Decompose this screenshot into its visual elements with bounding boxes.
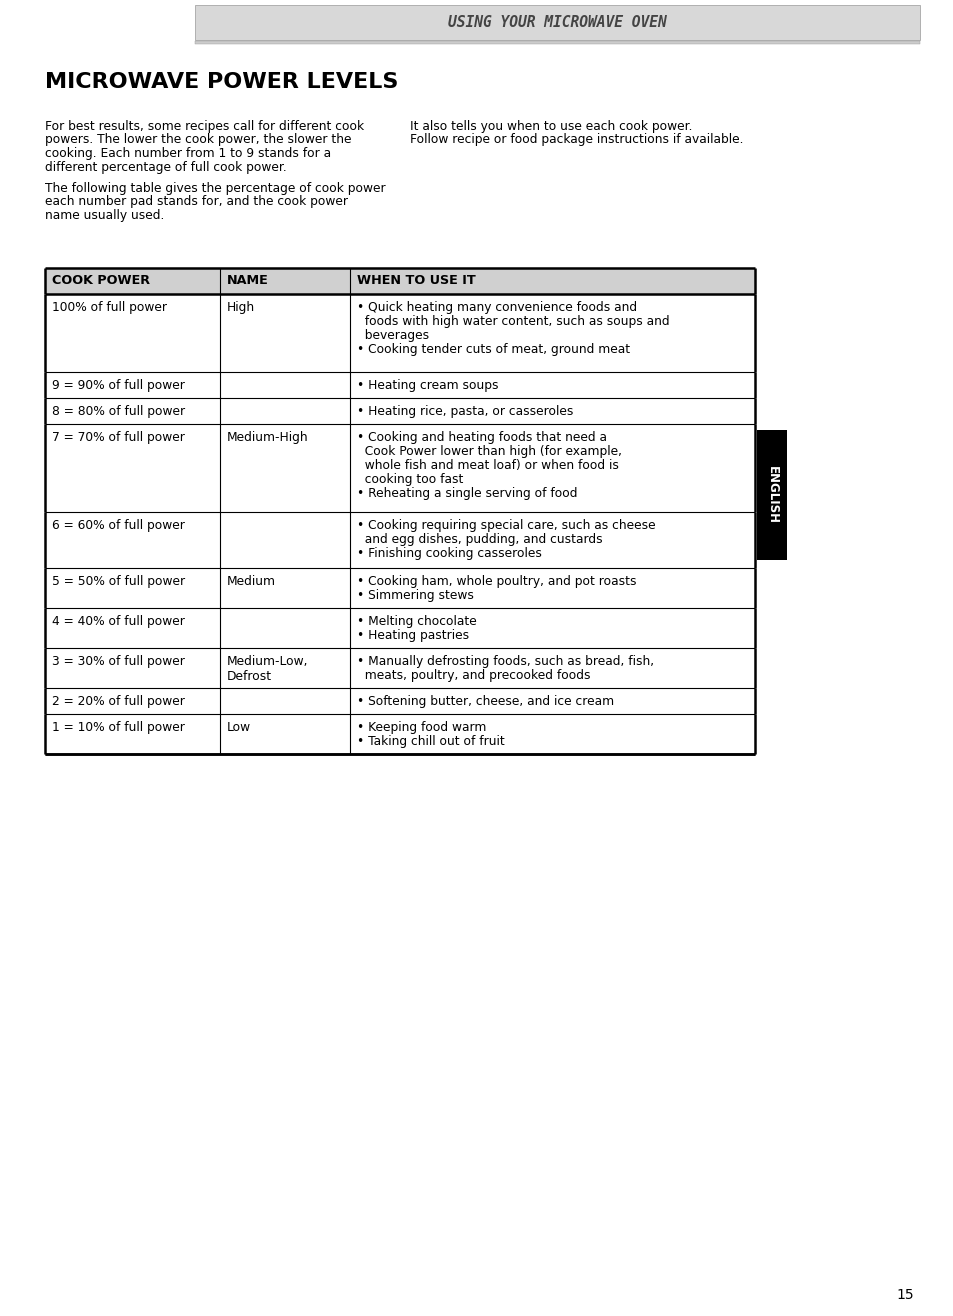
Text: cooking too fast: cooking too fast bbox=[356, 472, 463, 486]
Bar bbox=[45, 608, 754, 647]
Text: Medium-High: Medium-High bbox=[227, 432, 309, 443]
Text: 2 = 20% of full power: 2 = 20% of full power bbox=[52, 695, 185, 708]
Text: Medium: Medium bbox=[227, 575, 275, 588]
Bar bbox=[45, 372, 754, 397]
Bar bbox=[757, 430, 786, 561]
Text: • Taking chill out of fruit: • Taking chill out of fruit bbox=[356, 736, 504, 747]
Bar bbox=[45, 569, 754, 608]
Text: • Cooking tender cuts of meat, ground meat: • Cooking tender cuts of meat, ground me… bbox=[356, 343, 630, 357]
Text: cooking. Each number from 1 to 9 stands for a: cooking. Each number from 1 to 9 stands … bbox=[45, 147, 331, 161]
Text: • Cooking ham, whole poultry, and pot roasts: • Cooking ham, whole poultry, and pot ro… bbox=[356, 575, 636, 588]
Text: Low: Low bbox=[227, 721, 251, 734]
Bar bbox=[45, 715, 754, 754]
Text: Cook Power lower than high (for example,: Cook Power lower than high (for example, bbox=[356, 445, 621, 458]
Text: 5 = 50% of full power: 5 = 50% of full power bbox=[52, 575, 185, 588]
Text: • Heating cream soups: • Heating cream soups bbox=[356, 379, 498, 392]
Text: each number pad stands for, and the cook power: each number pad stands for, and the cook… bbox=[45, 196, 348, 208]
Bar bbox=[45, 688, 754, 715]
Text: • Cooking and heating foods that need a: • Cooking and heating foods that need a bbox=[356, 432, 606, 443]
Text: Follow recipe or food package instructions if available.: Follow recipe or food package instructio… bbox=[410, 133, 742, 146]
Bar bbox=[45, 647, 754, 688]
Bar bbox=[45, 268, 754, 293]
Text: whole fish and meat loaf) or when food is: whole fish and meat loaf) or when food i… bbox=[356, 459, 618, 472]
Text: • Reheating a single serving of food: • Reheating a single serving of food bbox=[356, 487, 577, 500]
Text: • Simmering stews: • Simmering stews bbox=[356, 590, 474, 601]
Text: It also tells you when to use each cook power.: It also tells you when to use each cook … bbox=[410, 120, 692, 133]
Text: different percentage of full cook power.: different percentage of full cook power. bbox=[45, 161, 287, 174]
Text: • Finishing cooking casseroles: • Finishing cooking casseroles bbox=[356, 547, 541, 561]
Bar bbox=[194, 5, 919, 39]
Bar bbox=[45, 512, 754, 569]
Text: High: High bbox=[227, 301, 254, 315]
Text: Medium-Low,
Defrost: Medium-Low, Defrost bbox=[227, 655, 308, 683]
Text: The following table gives the percentage of cook power: The following table gives the percentage… bbox=[45, 182, 385, 195]
Text: For best results, some recipes call for different cook: For best results, some recipes call for … bbox=[45, 120, 364, 133]
Text: • Quick heating many convenience foods and: • Quick heating many convenience foods a… bbox=[356, 301, 637, 315]
Text: NAME: NAME bbox=[227, 275, 269, 287]
Bar bbox=[45, 397, 754, 424]
Text: • Heating rice, pasta, or casseroles: • Heating rice, pasta, or casseroles bbox=[356, 405, 573, 418]
Text: 1 = 10% of full power: 1 = 10% of full power bbox=[52, 721, 185, 734]
Bar bbox=[194, 41, 919, 43]
Text: ENGLISH: ENGLISH bbox=[764, 466, 778, 524]
Text: • Keeping food warm: • Keeping food warm bbox=[356, 721, 486, 734]
Text: USING YOUR MICROWAVE OVEN: USING YOUR MICROWAVE OVEN bbox=[448, 14, 666, 30]
Text: powers. The lower the cook power, the slower the: powers. The lower the cook power, the sl… bbox=[45, 133, 351, 146]
Text: 100% of full power: 100% of full power bbox=[52, 301, 167, 315]
Text: 9 = 90% of full power: 9 = 90% of full power bbox=[52, 379, 185, 392]
Text: beverages: beverages bbox=[356, 329, 429, 342]
Text: and egg dishes, pudding, and custards: and egg dishes, pudding, and custards bbox=[356, 533, 602, 546]
Text: • Cooking requiring special care, such as cheese: • Cooking requiring special care, such a… bbox=[356, 519, 655, 532]
Text: • Manually defrosting foods, such as bread, fish,: • Manually defrosting foods, such as bre… bbox=[356, 655, 654, 669]
Bar bbox=[45, 293, 754, 372]
Text: 7 = 70% of full power: 7 = 70% of full power bbox=[52, 432, 185, 443]
Text: WHEN TO USE IT: WHEN TO USE IT bbox=[356, 275, 476, 287]
Text: MICROWAVE POWER LEVELS: MICROWAVE POWER LEVELS bbox=[45, 72, 398, 92]
Text: • Softening butter, cheese, and ice cream: • Softening butter, cheese, and ice crea… bbox=[356, 695, 614, 708]
Text: • Melting chocolate: • Melting chocolate bbox=[356, 615, 476, 628]
Text: foods with high water content, such as soups and: foods with high water content, such as s… bbox=[356, 315, 669, 328]
Text: 15: 15 bbox=[895, 1288, 913, 1302]
Text: 4 = 40% of full power: 4 = 40% of full power bbox=[52, 615, 185, 628]
Text: • Heating pastries: • Heating pastries bbox=[356, 629, 469, 642]
Text: 8 = 80% of full power: 8 = 80% of full power bbox=[52, 405, 185, 418]
Bar bbox=[45, 424, 754, 512]
Text: name usually used.: name usually used. bbox=[45, 209, 164, 222]
Text: COOK POWER: COOK POWER bbox=[52, 275, 150, 287]
Text: meats, poultry, and precooked foods: meats, poultry, and precooked foods bbox=[356, 669, 590, 682]
Text: 6 = 60% of full power: 6 = 60% of full power bbox=[52, 519, 185, 532]
Text: 3 = 30% of full power: 3 = 30% of full power bbox=[52, 655, 185, 669]
